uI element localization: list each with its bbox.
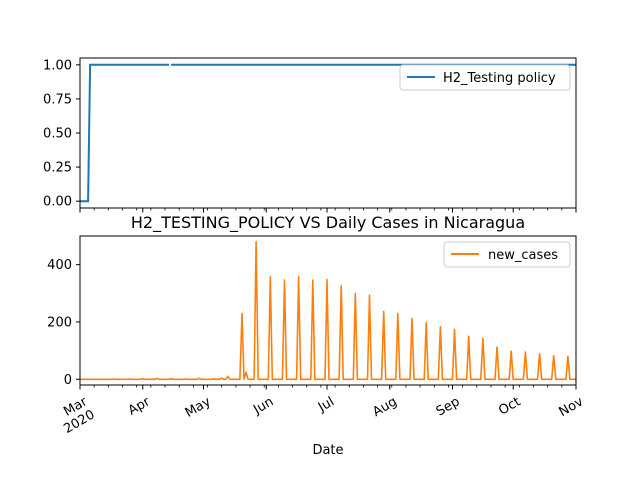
top-legend-box (399, 64, 571, 91)
top-y-tick-label: 1.00 (43, 58, 72, 73)
bottom-axes: H2_TESTING_POLICY VS Daily Cases in Nica… (47, 213, 586, 458)
bottom-legend-label: new_cases (488, 248, 558, 263)
top-legend-label: H2_Testing policy (443, 71, 556, 86)
top-y-tick-label: 0.00 (43, 195, 72, 210)
new-cases-line (80, 240, 576, 381)
bottom-legend: new_cases (443, 241, 571, 268)
bottom-y-tick-label: 200 (47, 315, 72, 330)
bottom-x-tick-label: Jul (315, 394, 337, 415)
top-axes-frame (79, 57, 577, 209)
top-y-tick-label: 0.50 (43, 127, 72, 142)
top-y-tick-label: 0.25 (43, 161, 72, 176)
top-y-ticks: 0.00 0.25 0.50 0.75 1.00 (43, 58, 80, 210)
chart-title: H2_TESTING_POLICY VS Daily Cases in Nica… (131, 213, 525, 233)
bottom-y-tick-label: 0 (64, 373, 72, 388)
top-axes: 0.00 0.25 0.50 0.75 1.00 H2_Testing policy (43, 57, 577, 213)
bottom-y-ticks: 0 200 400 (47, 258, 80, 388)
bottom-axes-frame (79, 235, 577, 386)
top-legend: H2_Testing policy (399, 64, 571, 91)
bottom-y-tick-label: 400 (47, 258, 72, 273)
top-y-tick-label: 0.75 (43, 92, 72, 107)
bottom-x-tick-label-group: Jul (315, 394, 337, 415)
x-axis-label: Date (312, 443, 343, 458)
bottom-legend-box (443, 241, 571, 268)
